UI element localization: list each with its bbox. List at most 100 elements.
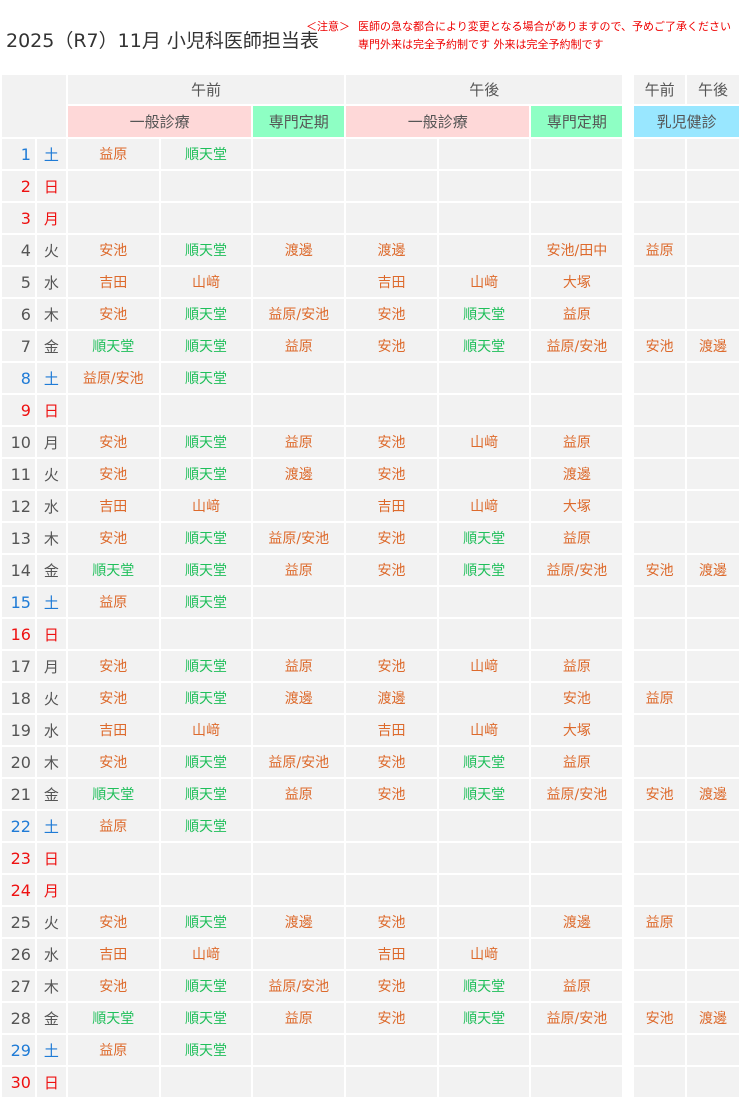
doctor-cell (529, 201, 625, 235)
doctor-cell: 益原 (529, 745, 625, 779)
doctor-cell (529, 873, 625, 907)
doctor-cell: 益原 (251, 329, 347, 363)
gap (623, 1066, 634, 1098)
doctor-cell (251, 937, 347, 971)
table-row: 27 木安池 順天堂 益原/安池 安池 順天堂 益原 (0, 969, 741, 1003)
doctor-cell: 大塚 (529, 489, 625, 523)
doctor-cell: 益原 (529, 521, 625, 555)
doctor-cell (158, 169, 254, 203)
weekday: 日 (34, 169, 68, 203)
doctor-cell: 山﨑 (158, 489, 254, 523)
doctor-cell: 安池 (529, 681, 625, 715)
doctor-cell: 安池 (344, 425, 439, 459)
doctor-cell (436, 233, 532, 267)
day-number: 26 (0, 937, 37, 971)
page-title: 2025（R7）11月 小児科医師担当表 (6, 30, 319, 52)
doctor-cell: 渡邊 (251, 233, 347, 267)
doctor-cell (685, 457, 741, 491)
doctor-cell: 渡邊 (529, 905, 625, 939)
doctor-cell (632, 937, 688, 971)
table-row: 17 月安池 順天堂 益原 安池 山﨑 益原 (0, 649, 741, 683)
doctor-cell (251, 489, 347, 523)
table-row: 20 木安池 順天堂 益原/安池 安池 順天堂 益原 (0, 745, 741, 779)
doctor-cell: 山﨑 (436, 425, 532, 459)
doctor-cell (65, 617, 161, 651)
doctor-cell: 山﨑 (436, 713, 532, 747)
header-infant-pm: 午後 (685, 73, 741, 106)
doctor-cell: 安池 (65, 969, 161, 1003)
day-number: 2 (0, 169, 37, 203)
doctor-cell: 安池 (344, 777, 439, 811)
doctor-cell (436, 201, 532, 235)
doctor-cell: 順天堂 (158, 521, 254, 555)
weekday: 月 (34, 201, 68, 235)
doctor-cell: 順天堂 (158, 809, 254, 843)
doctor-cell: 順天堂 (158, 681, 254, 715)
doctor-cell: 益原 (632, 233, 688, 267)
doctor-cell: 順天堂 (158, 233, 254, 267)
table-row: 28 金順天堂 順天堂 益原 安池 順天堂 益原/安池 安池 渡邊 (0, 1001, 741, 1035)
doctor-cell: 山﨑 (158, 713, 254, 747)
table-row: 30 日 (0, 1065, 741, 1099)
table-row: 15 土益原 順天堂 (0, 585, 741, 619)
doctor-cell: 順天堂 (158, 137, 254, 171)
doctor-cell: 渡邊 (685, 553, 741, 587)
gap (623, 138, 634, 170)
gap (623, 202, 634, 234)
doctor-cell (251, 713, 347, 747)
doctor-cell (344, 617, 439, 651)
day-number: 13 (0, 521, 37, 555)
doctor-cell: 渡邊 (251, 457, 347, 491)
doctor-cell (436, 617, 532, 651)
weekday: 火 (34, 233, 68, 267)
doctor-cell: 安池 (65, 681, 161, 715)
doctor-cell (685, 297, 741, 331)
doctor-cell (251, 169, 347, 203)
table-row: 21 金順天堂 順天堂 益原 安池 順天堂 益原/安池 安池 渡邊 (0, 777, 741, 811)
doctor-cell (436, 841, 532, 875)
doctor-cell (529, 937, 625, 971)
day-number: 29 (0, 1033, 37, 1067)
doctor-cell (632, 489, 688, 523)
day-number: 1 (0, 137, 37, 171)
day-number: 19 (0, 713, 37, 747)
gap (623, 458, 634, 490)
doctor-cell: 益原 (251, 1001, 347, 1035)
doctor-cell (632, 521, 688, 555)
doctor-cell (344, 137, 439, 171)
weekday: 金 (34, 1001, 68, 1035)
table-row: 13 木安池 順天堂 益原/安池 安池 順天堂 益原 (0, 521, 741, 555)
day-number: 16 (0, 617, 37, 651)
doctor-cell: 吉田 (65, 265, 161, 299)
doctor-cell (632, 361, 688, 395)
doctor-cell: 順天堂 (158, 361, 254, 395)
doctor-cell: 益原/安池 (529, 777, 625, 811)
doctor-cell: 安池 (65, 425, 161, 459)
doctor-cell: 順天堂 (158, 553, 254, 587)
doctor-cell (632, 297, 688, 331)
header-special-pm: 専門定期 (529, 104, 625, 139)
weekday: 日 (34, 841, 68, 875)
weekday: 水 (34, 713, 68, 747)
doctor-cell (685, 233, 741, 267)
doctor-cell: 安池 (65, 297, 161, 331)
doctor-cell (632, 617, 688, 651)
doctor-cell: 益原/安池 (529, 553, 625, 587)
doctor-cell: 渡邊 (344, 233, 439, 267)
doctor-cell (685, 873, 741, 907)
gap (623, 810, 634, 842)
doctor-cell (251, 361, 347, 395)
weekday: 火 (34, 457, 68, 491)
doctor-cell (344, 809, 439, 843)
doctor-cell (529, 585, 625, 619)
doctor-cell (685, 137, 741, 171)
doctor-cell: 益原 (65, 809, 161, 843)
doctor-cell: 大塚 (529, 265, 625, 299)
gap (623, 1034, 634, 1066)
doctor-cell: 安池 (65, 649, 161, 683)
doctor-cell: 山﨑 (436, 265, 532, 299)
table-row: 23 日 (0, 841, 741, 875)
table-row: 24 月 (0, 873, 741, 907)
